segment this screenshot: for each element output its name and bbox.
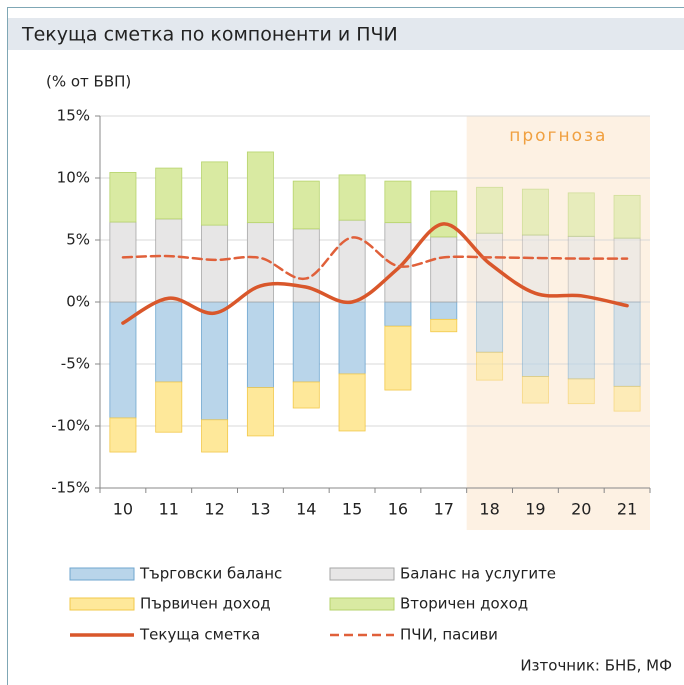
x-tick-label: 15 — [342, 500, 362, 519]
bar — [201, 301, 229, 421]
bar — [246, 387, 274, 437]
bar — [201, 224, 229, 303]
bar — [338, 373, 366, 432]
x-tick-label: 14 — [296, 500, 316, 519]
bar — [567, 192, 595, 237]
bar — [155, 218, 183, 303]
bar — [338, 219, 366, 303]
x-tick-label: 21 — [617, 500, 637, 519]
legend-label: Текуща сметка — [139, 626, 260, 644]
bar — [109, 221, 137, 303]
x-tick-label: 20 — [571, 500, 591, 519]
bar — [476, 351, 504, 381]
bar — [430, 236, 458, 303]
y-tick-label: -5% — [61, 355, 90, 373]
bar — [384, 180, 412, 224]
x-tick-label: 18 — [479, 500, 499, 519]
bar — [201, 419, 229, 453]
source: Източник: БНБ, МФ — [520, 657, 672, 675]
bar — [430, 301, 458, 320]
bar — [476, 232, 504, 303]
dashed-line — [121, 236, 629, 280]
y-tick-label: 0% — [66, 293, 90, 311]
unit-label: (% от БВП) — [46, 73, 131, 91]
forecast-label: прогноза — [509, 126, 607, 146]
y-tick-label: 5% — [66, 231, 90, 249]
bar — [567, 301, 595, 380]
x-tick-label: 17 — [434, 500, 454, 519]
x-tick-label: 10 — [113, 500, 133, 519]
x-tick-label: 11 — [159, 500, 179, 519]
bar — [292, 301, 320, 383]
legend-swatch — [329, 597, 395, 611]
bar — [476, 301, 504, 353]
bar — [567, 378, 595, 405]
y-tick-label: 15% — [57, 107, 90, 125]
bar — [155, 167, 183, 220]
legend-label: ПЧИ, пасиви — [400, 626, 498, 644]
legend-swatch — [329, 567, 395, 581]
y-tick-label: -10% — [51, 417, 90, 435]
line — [121, 222, 629, 325]
x-tick-label: 13 — [250, 500, 270, 519]
bar — [109, 172, 137, 223]
bar — [292, 180, 320, 230]
legend-label: Вторичен доход — [400, 595, 528, 613]
frame — [7, 7, 684, 685]
bar — [476, 186, 504, 234]
bar — [384, 325, 412, 391]
chart-title: Текуща сметка по компоненти и ПЧИ — [21, 24, 398, 46]
bar — [430, 190, 458, 238]
bar — [613, 301, 641, 387]
legend-swatch — [69, 567, 135, 581]
legend-label: Търговски баланс — [139, 565, 282, 583]
bar — [613, 194, 641, 239]
bar — [613, 237, 641, 303]
bar — [246, 301, 274, 388]
bar — [109, 417, 137, 453]
bar — [384, 301, 412, 327]
bar — [430, 318, 458, 333]
legend-label: Първичен доход — [140, 595, 271, 613]
x-tick-label: 12 — [204, 500, 224, 519]
y-tick-label: 10% — [57, 169, 90, 187]
bar — [338, 301, 366, 375]
bar — [567, 235, 595, 303]
bar — [155, 301, 183, 383]
bar — [521, 301, 549, 377]
bar — [292, 381, 320, 409]
bar — [338, 174, 366, 221]
legend-label: Баланс на услугите — [400, 565, 556, 583]
bar — [521, 188, 549, 236]
title-band — [8, 18, 684, 50]
legend-swatch — [69, 597, 135, 611]
bar — [109, 301, 137, 419]
bar — [613, 385, 641, 412]
bar — [155, 381, 183, 433]
x-tick-label: 19 — [525, 500, 545, 519]
bar — [246, 151, 274, 224]
bar — [201, 161, 229, 226]
bar — [521, 375, 549, 404]
y-tick-label: -15% — [51, 479, 90, 497]
x-tick-label: 16 — [388, 500, 408, 519]
